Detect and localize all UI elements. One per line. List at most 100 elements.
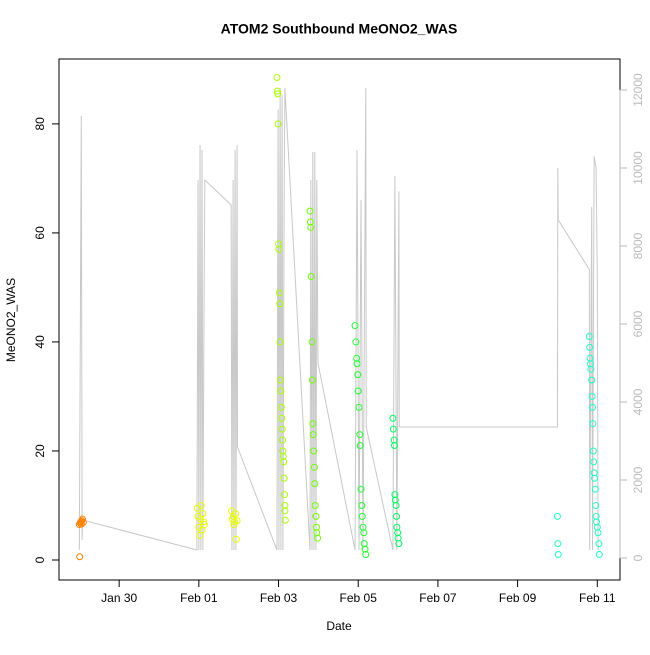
point [280,458,288,466]
point [273,87,281,95]
point [587,365,595,373]
point [595,551,603,559]
point [358,501,366,509]
point [362,551,370,559]
x-tick-label: Feb 09 [499,591,537,605]
point [312,512,320,520]
point [311,480,319,488]
point [391,491,399,499]
point [395,540,403,548]
point [277,376,285,384]
point [306,218,314,226]
x-tick-label: Feb 03 [260,591,298,605]
point [275,240,283,248]
point [309,431,317,439]
point [197,501,205,509]
point [232,535,240,543]
y-tick-label: 80 [33,117,47,131]
point [309,420,317,428]
point [591,485,599,493]
point [354,387,362,395]
point [312,523,320,531]
point [392,501,400,509]
point [389,425,397,433]
point [79,518,87,526]
y-tick-label: 40 [33,335,47,349]
point [589,447,597,455]
point [279,447,287,455]
point [275,289,283,297]
y-axis-label: MeONO2_WAS [4,278,18,362]
point [307,273,315,281]
point [274,120,282,128]
point [590,458,598,466]
y2-tick-label: 6000 [631,310,645,337]
point [355,403,363,411]
point [588,392,596,400]
altitude-line [78,87,599,551]
point [394,529,402,537]
point [76,519,84,527]
point [595,540,603,548]
point [281,501,289,509]
point [590,469,598,477]
point [277,403,285,411]
point [281,507,289,515]
point [352,338,360,346]
point [310,447,318,455]
point [233,517,241,525]
x-tick-label: Feb 07 [419,591,457,605]
point [311,501,319,509]
point [360,529,368,537]
point [273,74,281,82]
point [276,338,284,346]
point [354,371,362,379]
point [351,322,359,330]
x-axis-label: Date [326,619,352,633]
point [358,512,366,520]
point [277,387,285,395]
point [308,338,316,346]
point [594,529,602,537]
x-tick-label: Jan 30 [101,591,137,605]
point [310,463,318,471]
point [389,414,397,422]
point [279,436,287,444]
y2-tick-label: 12000 [631,73,645,107]
point [77,520,85,528]
point [553,512,561,520]
point [278,414,286,422]
y2-tick-label: 4000 [631,388,645,415]
y-tick-label: 60 [33,226,47,240]
y2-tick-label: 8000 [631,232,645,259]
point [199,510,207,518]
point [554,540,562,548]
point [307,223,315,231]
y2-tick-label: 10000 [631,151,645,185]
point [390,436,398,444]
point [353,354,361,362]
point [591,474,598,482]
point [314,534,322,542]
y2-tick-label: 2000 [631,466,645,493]
point [280,474,288,482]
point [586,354,594,362]
point [356,431,364,439]
point [356,442,364,450]
point [585,332,593,340]
point [589,420,597,428]
point [281,491,289,499]
point [200,521,208,529]
point [76,553,84,561]
chart-title: ATOM2 Southbound MeONO2_WAS [221,21,458,37]
y-tick-label: 20 [33,444,47,458]
point [554,551,562,559]
point [306,207,314,215]
x-tick-label: Feb 05 [340,591,378,605]
point [588,376,596,384]
point [281,516,289,524]
point [592,512,600,520]
